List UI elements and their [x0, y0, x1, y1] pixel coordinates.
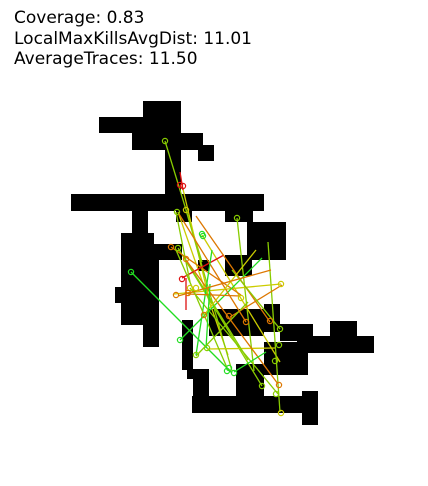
trace-endpoint-marker: [242, 318, 250, 326]
trace-endpoint-marker: [276, 325, 284, 333]
trace-endpoint-marker: [230, 369, 238, 377]
trace-line: [236, 217, 255, 372]
trace-line: [195, 249, 213, 356]
trace-line: [185, 259, 279, 385]
map-wall: [132, 211, 148, 239]
map-wall: [182, 320, 193, 370]
trace-endpoint-marker: [203, 344, 211, 352]
trace-line: [185, 259, 249, 361]
trace-endpoint-marker: [266, 317, 274, 325]
trace-lines: [127, 137, 285, 417]
trace-line: [189, 287, 279, 395]
trace-line: [177, 269, 272, 297]
trace-line: [179, 171, 184, 191]
trace-line: [205, 283, 211, 349]
trace-endpoint-marker: [192, 351, 200, 359]
coverage-stat: Coverage: 0.83: [14, 8, 145, 28]
trace-endpoint-marker: [184, 289, 192, 297]
trace-endpoint-marker: [275, 341, 283, 349]
trace-endpoint-marker: [277, 280, 285, 288]
trace-line: [178, 213, 247, 323]
trace-endpoint-marker: [192, 284, 200, 292]
trace-endpoint-marker: [176, 181, 184, 189]
trace-line: [179, 257, 263, 341]
map-wall: [176, 211, 192, 222]
map-wall: [192, 396, 302, 413]
trace-endpoint-marker: [178, 275, 186, 283]
trace-line: [203, 249, 257, 316]
trace-endpoint-marker: [272, 390, 280, 398]
trace-endpoint-marker: [176, 336, 184, 344]
map-wall: [143, 101, 181, 118]
trace-line: [233, 351, 267, 373]
map-wall: [143, 325, 159, 347]
trace-endpoint-marker: [258, 382, 266, 390]
map-wall: [302, 391, 318, 425]
trace-endpoint-marker: [200, 311, 208, 319]
map-wall: [121, 233, 154, 260]
map-wall: [247, 222, 286, 239]
map-wall: [297, 336, 374, 353]
map-wall: [99, 117, 181, 133]
trace-endpoint-marker: [167, 243, 175, 251]
trace-endpoint-marker: [225, 364, 233, 372]
trace-line: [175, 249, 229, 371]
trace-endpoint-marker: [277, 409, 285, 417]
trace-line: [187, 293, 241, 297]
map-wall: [121, 303, 159, 325]
trace-endpoint-marker: [182, 206, 190, 214]
trace-endpoint-marker: [161, 137, 169, 145]
trace-line: [201, 234, 281, 363]
trace-line: [195, 215, 271, 323]
map-wall: [71, 194, 264, 211]
trace-endpoint-marker: [179, 182, 187, 190]
map-wall: [198, 145, 214, 161]
trace-endpoint-marker: [233, 214, 241, 222]
map-wall: [247, 238, 286, 260]
trace-endpoint-marker: [127, 268, 135, 276]
local-max-kills-avg-dist-stat: LocalMaxKillsAvgDist: 11.01: [14, 28, 252, 49]
map-wall: [165, 150, 181, 195]
trace-endpoint-marker: [275, 381, 283, 389]
trace-endpoint-marker: [174, 244, 182, 252]
trace-endpoint-marker: [182, 255, 190, 263]
trace-endpoint-marker: [225, 312, 233, 320]
trace-line: [130, 271, 233, 374]
level-map: [71, 101, 374, 425]
map-wall: [225, 255, 252, 276]
trace-endpoint-marker: [172, 291, 180, 299]
stats-panel: Coverage: 0.83 LocalMaxKillsAvgDist: 11.…: [14, 8, 252, 70]
trace-line: [170, 246, 242, 296]
trace-line: [175, 211, 191, 283]
trace-endpoint-marker: [173, 208, 181, 216]
map-wall: [121, 260, 159, 287]
map-wall: [115, 287, 159, 303]
trace-endpoint-marker: [271, 357, 279, 365]
average-traces-stat: AverageTraces: 11.50: [14, 49, 198, 69]
trace-endpoint-marker: [199, 232, 207, 240]
trace-endpoint-marker: [237, 294, 245, 302]
